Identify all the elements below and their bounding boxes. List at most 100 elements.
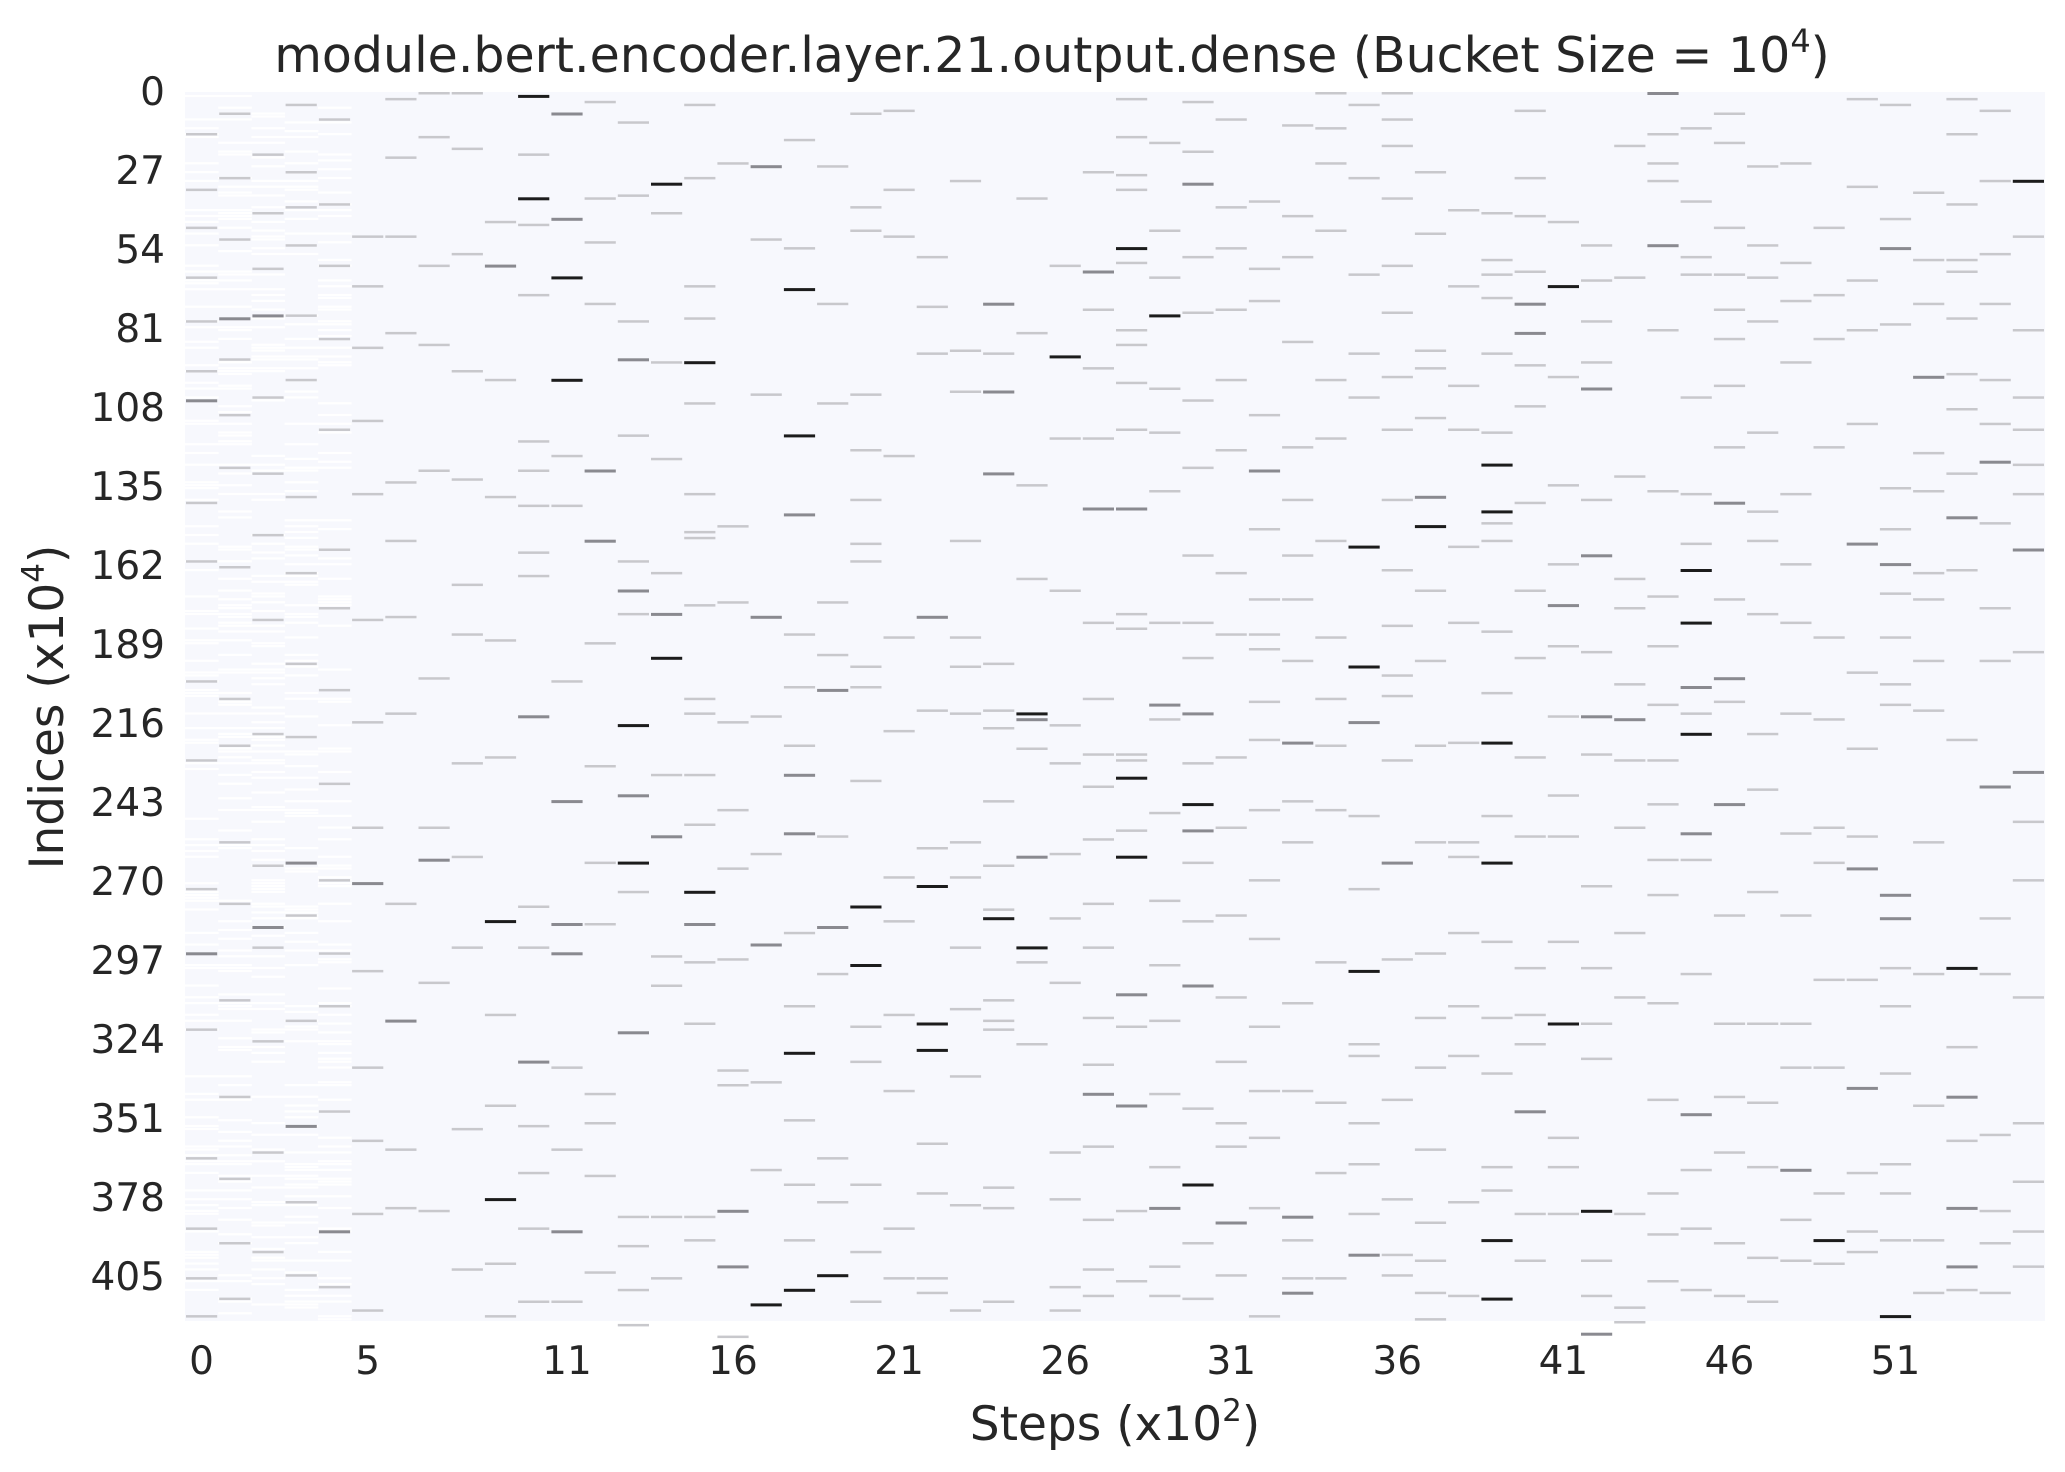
heatmap-texture-cell — [284, 908, 319, 911]
heatmap-texture-cell — [185, 882, 219, 885]
heatmap-cell — [983, 709, 1015, 712]
heatmap-cell — [551, 952, 583, 956]
heatmap-texture-cell — [284, 548, 319, 551]
heatmap-texture-cell — [185, 996, 219, 999]
heatmap-cell — [1448, 209, 1480, 212]
y-tick-label: 54 — [115, 228, 165, 273]
heatmap-texture-cell — [218, 966, 252, 970]
heatmap-cell — [1879, 1315, 1912, 1319]
heatmap-cell — [551, 454, 583, 458]
heatmap-texture-cell — [218, 756, 252, 759]
heatmap-texture-cell — [185, 931, 219, 934]
heatmap-cell — [385, 1019, 417, 1023]
heatmap-cell — [352, 285, 384, 288]
heatmap-texture-cell — [251, 115, 286, 118]
heatmap-cell — [1348, 1054, 1380, 1058]
heatmap-texture-cell — [218, 153, 252, 156]
heatmap-texture-cell — [218, 434, 252, 437]
heatmap-cell — [1913, 375, 1945, 379]
heatmap-cell — [1381, 375, 1413, 379]
heatmap-texture-cell — [317, 334, 352, 338]
heatmap-texture-cell — [185, 171, 219, 174]
heatmap-cell — [1215, 308, 1247, 311]
heatmap-cell — [1082, 785, 1114, 788]
heatmap-cell — [1414, 525, 1447, 529]
heatmap-cell — [817, 688, 849, 692]
heatmap-cell — [1581, 966, 1613, 970]
heatmap-texture-cell — [185, 481, 219, 484]
heatmap-cell — [551, 1300, 583, 1303]
heatmap-texture-cell — [317, 601, 352, 604]
heatmap-cell — [1414, 659, 1447, 663]
heatmap-texture-cell — [251, 759, 286, 762]
heatmap-cell — [1049, 762, 1081, 765]
heatmap-cell — [252, 533, 284, 537]
heatmap-cell — [1182, 829, 1214, 833]
heatmap-cell — [1248, 633, 1281, 636]
heatmap-cell — [1780, 1259, 1812, 1262]
heatmap-texture-cell — [218, 1206, 252, 1210]
heatmap-texture-cell — [284, 367, 319, 370]
heatmap-texture-cell — [251, 542, 286, 545]
heatmap-texture-cell — [284, 443, 319, 446]
heatmap-cell — [584, 539, 616, 543]
heatmap-texture-cell — [284, 917, 319, 920]
heatmap-texture-cell — [251, 890, 286, 893]
heatmap-cell — [1016, 946, 1048, 950]
heatmap-cell — [318, 337, 351, 341]
heatmap-cell — [418, 826, 450, 829]
heatmap-texture-cell — [185, 569, 219, 572]
heatmap-texture-cell — [218, 422, 252, 425]
heatmap-cell — [451, 1127, 483, 1131]
heatmap-cell — [750, 1081, 782, 1084]
heatmap-cell — [1547, 794, 1579, 797]
heatmap-texture-cell — [317, 557, 352, 560]
heatmap-texture-cell — [251, 1204, 286, 1207]
heatmap-cell — [1016, 961, 1048, 964]
heatmap-cell — [1614, 759, 1646, 762]
heatmap-cell — [418, 264, 450, 268]
heatmap-texture-cell — [284, 580, 319, 583]
heatmap-texture-cell — [317, 1022, 352, 1025]
heatmap-cell — [484, 1315, 517, 1318]
heatmap-texture-cell — [218, 545, 252, 548]
heatmap-cell — [1879, 563, 1912, 567]
heatmap-cell — [186, 1315, 218, 1318]
heatmap-texture-cell — [218, 1180, 252, 1183]
heatmap-cell — [1049, 981, 1081, 985]
heatmap-cell — [518, 574, 550, 578]
heatmap-texture-cell — [218, 899, 252, 902]
heatmap-cell — [1348, 665, 1380, 669]
heatmap-cell — [1913, 1239, 1945, 1242]
heatmap-texture-cell — [218, 1233, 252, 1236]
heatmap-texture-cell — [218, 621, 252, 624]
heatmap-texture-cell — [284, 323, 319, 326]
heatmap-cell — [1979, 252, 2011, 256]
heatmap-cell — [1647, 703, 1679, 707]
plot-background — [185, 92, 2045, 1321]
heatmap-texture-cell — [218, 615, 252, 618]
heatmap-cell — [883, 1089, 915, 1093]
heatmap-texture-cell — [185, 691, 219, 695]
heatmap-texture-cell — [218, 607, 252, 610]
heatmap-cell — [1879, 636, 1912, 639]
heatmap-texture-cell — [284, 765, 319, 768]
heatmap-cell — [949, 1204, 982, 1207]
heatmap-cell — [1946, 516, 1978, 520]
heatmap-cell — [1780, 563, 1812, 566]
heatmap-cell — [1846, 747, 1878, 750]
heatmap-cell — [1282, 598, 1314, 601]
heatmap-cell — [484, 639, 517, 642]
heatmap-cell — [1813, 226, 1845, 230]
heatmap-cell — [949, 179, 982, 183]
heatmap-cell — [1547, 715, 1579, 718]
heatmap-cell — [1946, 97, 1978, 101]
heatmap-cell — [1448, 384, 1480, 388]
heatmap-cell — [717, 1265, 749, 1269]
heatmap-cell — [850, 112, 882, 115]
heatmap-cell — [1282, 1002, 1314, 1005]
heatmap-texture-cell — [317, 1259, 352, 1262]
y-tick-label: 378 — [91, 1176, 165, 1221]
heatmap-cell — [1713, 1242, 1746, 1245]
heatmap-texture-cell — [284, 355, 319, 358]
